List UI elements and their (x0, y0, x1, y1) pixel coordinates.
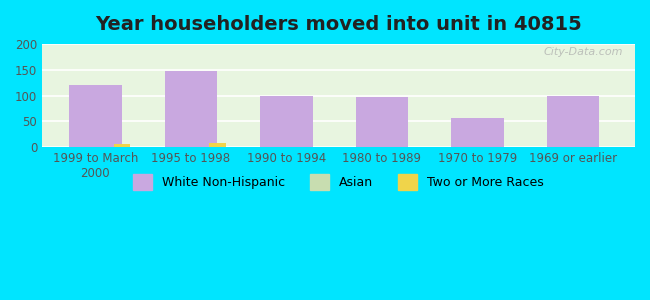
Bar (69, 85, 122, 147)
Bar (547, 95, 599, 147)
Bar (209, 143, 226, 147)
Bar (356, 97, 408, 147)
Bar (260, 95, 313, 147)
Bar (164, 71, 217, 147)
Title: Year householders moved into unit in 40815: Year householders moved into unit in 408… (95, 15, 582, 34)
Text: City-Data.com: City-Data.com (543, 47, 623, 57)
Legend: White Non-Hispanic, Asian, Two or More Races: White Non-Hispanic, Asian, Two or More R… (129, 169, 549, 195)
Bar (451, 118, 504, 147)
Bar (114, 143, 131, 147)
